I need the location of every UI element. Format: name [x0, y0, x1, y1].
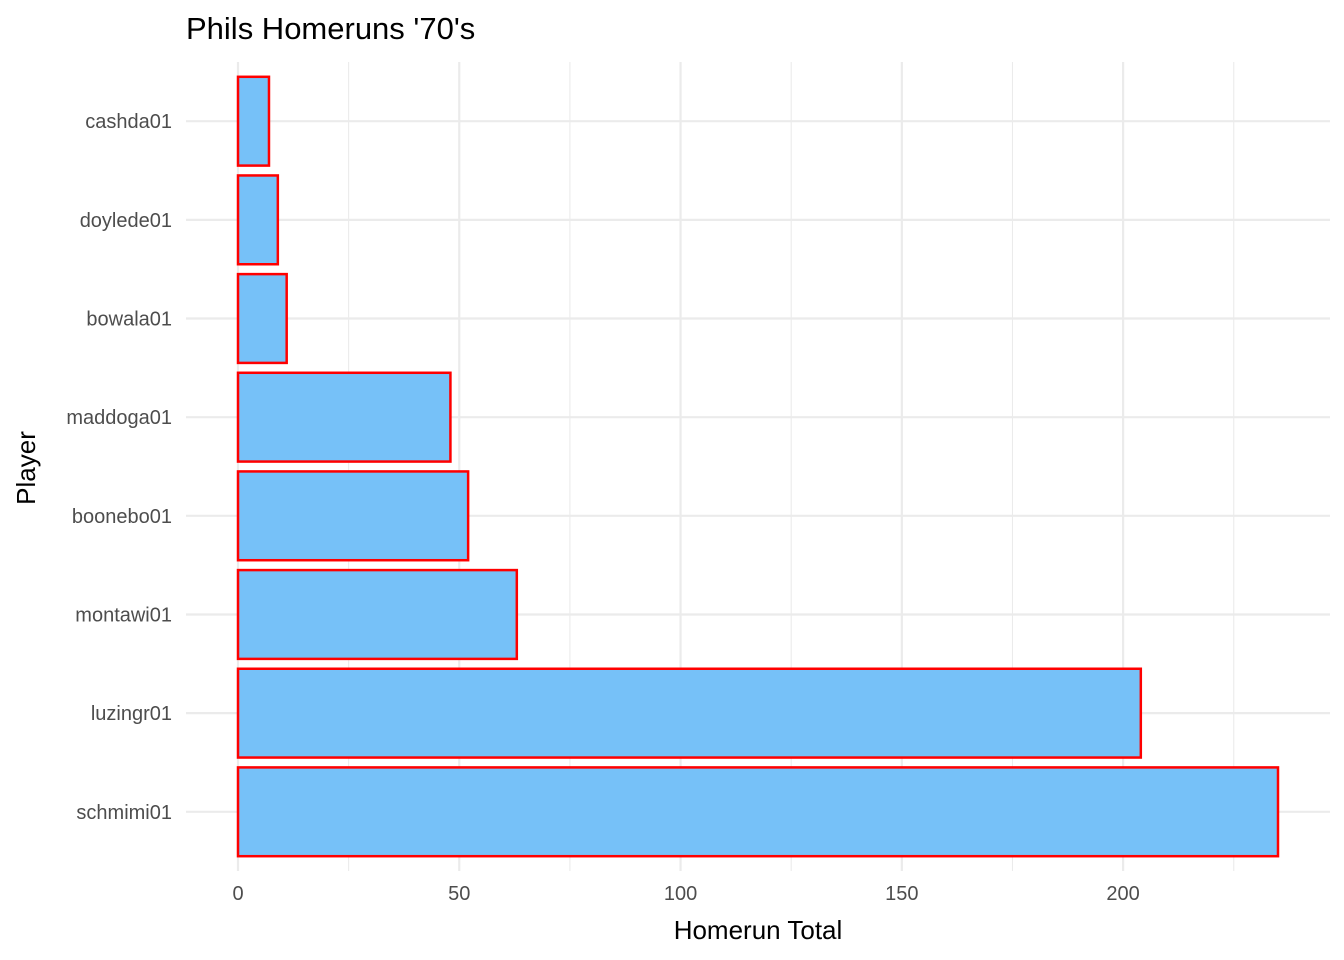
bar-doylede01: [236, 174, 280, 266]
x-tick-label: 200: [1106, 883, 1139, 905]
y-tick-label: maddoga01: [66, 407, 172, 429]
y-tick-label: boonebo01: [72, 506, 172, 528]
bar-boonebo01: [236, 470, 470, 562]
bar-cashda01: [236, 75, 271, 167]
x-axis-title: Homerun Total: [674, 915, 843, 945]
bar-bowala01: [236, 272, 288, 365]
y-axis-title: Player: [11, 431, 41, 505]
x-tick-label: 0: [232, 883, 243, 905]
y-tick-label: luzingr01: [91, 703, 172, 725]
bar-schmimi01: [236, 766, 1280, 858]
x-tick-label: 100: [664, 883, 697, 905]
x-tick-label: 150: [885, 883, 918, 905]
y-tick-label: cashda01: [85, 111, 172, 133]
x-axis-tick-labels: 0 50 100 150 200: [232, 883, 1139, 905]
bar-luzingr01: [236, 667, 1143, 759]
y-tick-label: schmimi01: [76, 802, 172, 824]
chart-title: Phils Homeruns '70's: [186, 11, 475, 46]
bars: [236, 75, 1280, 858]
y-tick-label: doylede01: [80, 210, 172, 232]
x-tick-label: 50: [448, 883, 470, 905]
bar-montawi01: [236, 568, 519, 661]
y-tick-label: bowala01: [86, 309, 172, 331]
y-axis-tick-labels: schmimi01 luzingr01 montawi01 boonebo01 madd…: [66, 111, 172, 824]
bar-maddoga01: [236, 371, 452, 463]
y-tick-label: montawi01: [75, 604, 172, 626]
